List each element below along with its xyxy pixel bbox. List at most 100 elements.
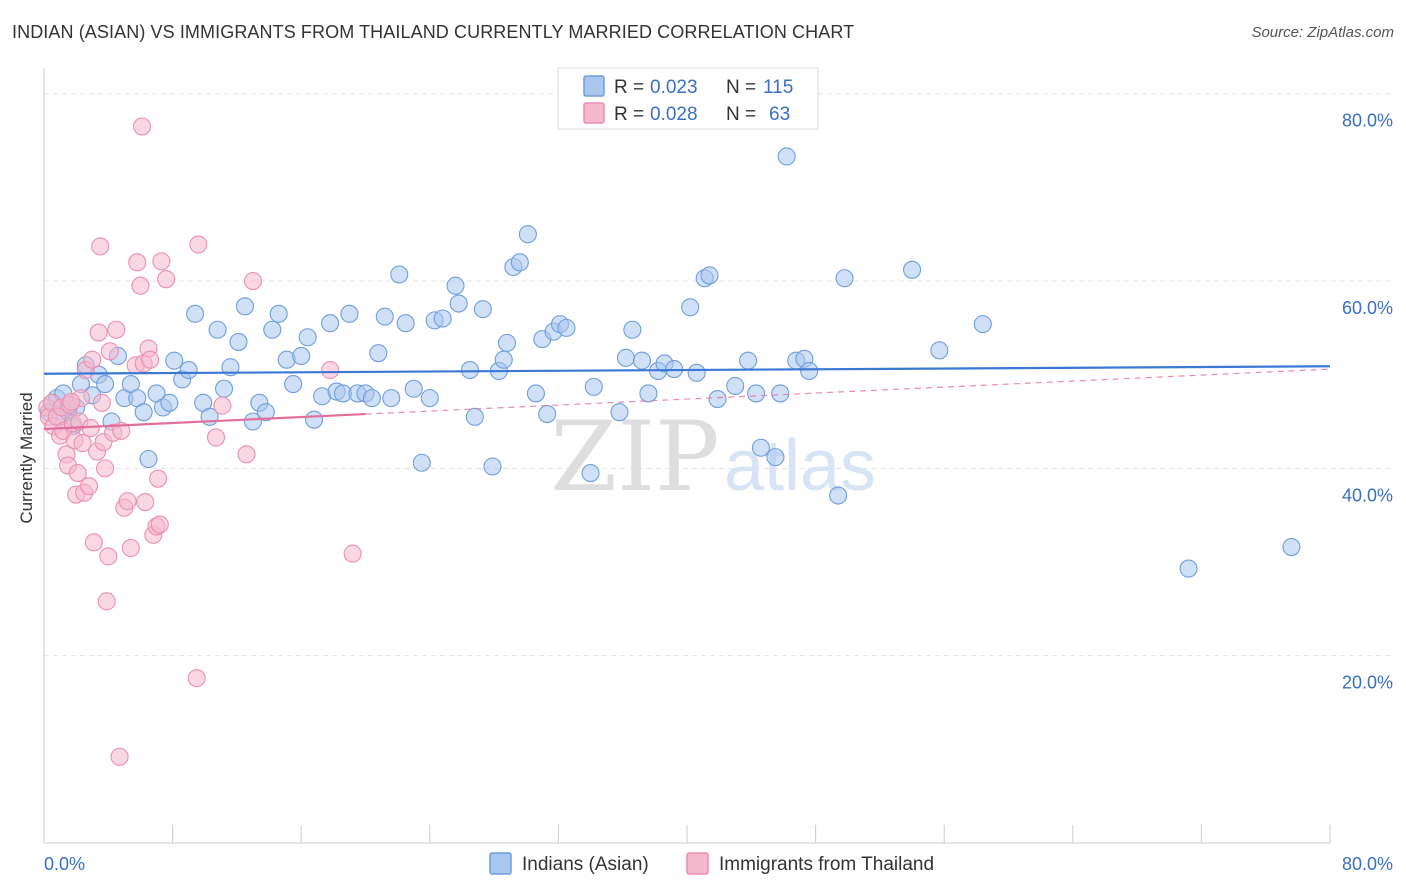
trendline-dashed-1	[365, 368, 1331, 415]
trendline-solid-0	[43, 365, 1331, 375]
point-indian-79	[557, 318, 576, 337]
point-thailand-40	[133, 117, 152, 136]
point-indian-100	[771, 384, 790, 403]
point-indian-42	[298, 328, 317, 347]
point-indian-54	[382, 389, 401, 408]
point-indian-40	[284, 375, 303, 394]
y-axis-title: Currently Married	[17, 392, 36, 523]
bottom-legend-swatch-pink	[686, 852, 709, 875]
point-indian-85	[632, 351, 652, 370]
point-indian-70	[497, 333, 517, 352]
point-thailand-57	[321, 360, 340, 380]
chart-title: INDIAN (ASIAN) VS IMMIGRANTS FROM THAILA…	[12, 22, 855, 42]
point-indian-51	[362, 389, 381, 408]
point-indian-80	[581, 463, 600, 483]
point-indian-105	[829, 486, 848, 505]
point-indian-104	[800, 361, 819, 381]
point-thailand-29	[100, 342, 119, 361]
bottom-legend-swatch-blue	[489, 852, 512, 875]
point-indian-29	[208, 320, 227, 339]
trendlines	[43, 365, 1331, 431]
point-indian-32	[229, 332, 248, 351]
point-thailand-36	[121, 538, 140, 558]
point-indian-37	[263, 320, 282, 339]
point-thailand-14	[68, 463, 87, 483]
legend-n-label-2: N =	[726, 104, 756, 125]
point-indian-45	[321, 314, 340, 333]
point-thailand-26	[96, 459, 115, 478]
point-indian-110	[1179, 559, 1198, 578]
y-tick-label-0: 20.0%	[1342, 673, 1393, 693]
point-indian-109	[973, 315, 992, 334]
point-thailand-55	[237, 445, 256, 464]
point-thailand-59	[73, 434, 92, 453]
point-thailand-49	[152, 252, 171, 271]
point-thailand-23	[89, 323, 108, 342]
trendline-solid-1	[43, 412, 366, 431]
point-thailand-35	[118, 492, 137, 511]
legend-r-value-1: 0.023	[650, 77, 698, 98]
legend-n-value-1: 115	[763, 77, 793, 98]
point-indian-83	[616, 348, 635, 367]
point-indian-101	[777, 147, 796, 166]
point-indian-91	[687, 363, 706, 382]
point-indian-55	[390, 265, 409, 284]
axes	[43, 68, 1331, 844]
point-indian-43	[305, 410, 324, 429]
point-thailand-54	[213, 396, 232, 415]
point-indian-33	[235, 297, 254, 316]
tick-labels: 20.0% 40.0% 60.0% 80.0% 0.0% 80.0%	[44, 111, 1393, 874]
point-thailand-56	[243, 271, 263, 291]
point-thailand-39	[131, 276, 150, 295]
point-thailand-60	[62, 392, 81, 411]
point-indian-106	[835, 269, 854, 288]
point-indian-96	[739, 351, 758, 370]
point-indian-65	[465, 407, 484, 426]
point-indian-73	[518, 225, 537, 244]
legend-swatch-pink	[583, 102, 605, 124]
point-indian-64	[460, 360, 480, 380]
legend-r-label-2: R =	[614, 104, 644, 125]
point-indian-36	[256, 403, 275, 422]
point-indian-84	[623, 320, 642, 339]
bottom-legend-label-thailand: Immigrants from Thailand	[719, 854, 934, 875]
correlation-legend: R = 0.023 N = 115 R = 0.028 N = 63	[557, 67, 819, 130]
point-thailand-51	[187, 669, 206, 688]
watermark-atlas: atlas	[724, 426, 876, 506]
point-thailand-52	[189, 235, 208, 254]
point-indian-95	[726, 376, 745, 395]
point-indian-53	[375, 307, 394, 326]
point-indian-23	[165, 351, 184, 370]
point-indian-61	[433, 309, 452, 328]
legend-n-value-2: 63	[769, 104, 790, 125]
point-indian-41	[292, 346, 311, 366]
point-thailand-44	[141, 350, 160, 369]
point-thailand-19	[79, 477, 99, 496]
source-label: Source: ZipAtlas.com	[1251, 24, 1394, 41]
point-indian-18	[134, 403, 153, 422]
point-thailand-20	[83, 350, 102, 369]
series-legend: Indians (Asian) Immigrants from Thailand	[489, 852, 934, 875]
point-indian-62	[446, 276, 465, 295]
point-indian-58	[412, 453, 431, 472]
point-indian-59	[420, 389, 439, 408]
point-indian-25	[179, 360, 198, 380]
point-thailand-31	[107, 320, 126, 339]
point-thailand-48	[150, 515, 169, 534]
point-indian-38	[269, 304, 288, 323]
point-indian-76	[538, 404, 557, 424]
point-indian-111	[1282, 537, 1301, 557]
y-tick-label-3: 80.0%	[1342, 111, 1393, 131]
point-indian-19	[139, 449, 158, 469]
point-indian-99	[766, 448, 785, 467]
bottom-legend-label-indians: Indians (Asian)	[522, 854, 649, 875]
point-indian-72	[510, 253, 529, 272]
point-thailand-47	[149, 469, 168, 488]
watermark-zip: ZIP	[550, 401, 719, 513]
point-thailand-24	[91, 237, 110, 256]
point-indian-67	[483, 457, 502, 476]
point-indian-108	[930, 341, 949, 360]
point-indian-98	[751, 438, 770, 457]
point-indian-56	[396, 314, 415, 333]
